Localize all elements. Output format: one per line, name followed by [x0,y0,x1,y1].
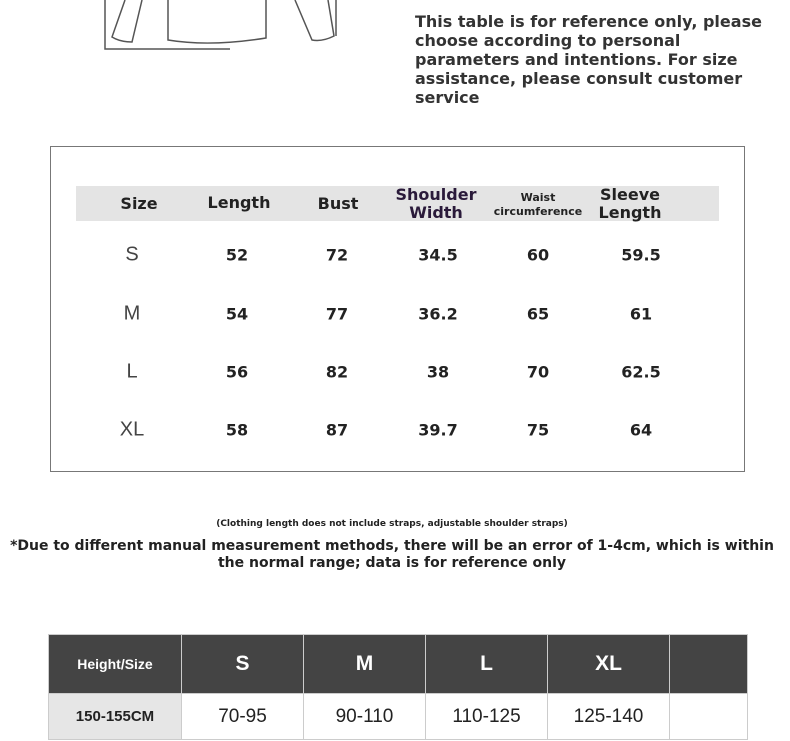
measurement-cell: 65 [526,304,550,324]
measurement-cell: 59.5 [621,245,661,265]
header-cell: M [303,634,426,694]
size-label: L [126,360,138,383]
measurement-cell: 34.5 [418,245,458,265]
garment-sketch [104,0,337,50]
measurement-cell: 72 [325,245,349,265]
size-label: S [125,243,139,266]
measurement-cell: 87 [325,420,349,440]
measurement-cell: 64 [629,420,653,440]
header-cell [669,634,748,694]
header-cell: S [181,634,304,694]
measurement-cell: 77 [325,304,349,324]
size-label: M [123,302,141,325]
header-cell: XL [547,634,670,694]
header-shoulder-width: Shoulder Width [395,185,477,222]
measurement-cell: 82 [325,362,349,382]
footnote-error: *Due to different manual measurement met… [10,538,774,571]
reference-note: This table is for reference only, please… [415,12,762,107]
footnote-small: (Clothing length does not include straps… [216,519,568,529]
table-row: 150-155CM 70-95 90-110 110-125 125-140 [48,693,748,740]
header-waist: Waist circumference [493,191,583,218]
weight-table-header: Height/Size S M L XL [48,634,748,694]
weight-cell: 125-140 [547,693,670,740]
measurement-cell: 70 [526,362,550,382]
measurement-cell: 39.7 [418,420,458,440]
measurement-cell: 52 [225,245,249,265]
measurement-cell: 38 [426,362,450,382]
measurement-cell: 54 [225,304,249,324]
header-bust: Bust [317,194,359,213]
header-size: Size [120,194,158,213]
weight-cell: 110-125 [425,693,548,740]
measurement-cell: 62.5 [621,362,661,382]
header-length: Length [207,193,271,212]
height-cell: 150-155CM [48,693,182,740]
measurement-cell: 56 [225,362,249,382]
size-table-header [76,186,719,221]
measurement-cell: 60 [526,245,550,265]
weight-size-table: Height/Size S M L XL 150-155CM 70-95 90-… [48,634,748,740]
measurement-cell: 58 [225,420,249,440]
header-sleeve-length: Sleeve Length [598,185,662,222]
weight-cell: 90-110 [303,693,426,740]
weight-cell [669,693,748,740]
header-cell: L [425,634,548,694]
header-cell: Height/Size [48,634,182,694]
measurement-cell: 36.2 [418,304,458,324]
size-table-frame [50,146,745,472]
measurement-cell: 61 [629,304,653,324]
size-label: XL [119,418,145,441]
measurement-cell: 75 [526,420,550,440]
weight-cell: 70-95 [181,693,304,740]
